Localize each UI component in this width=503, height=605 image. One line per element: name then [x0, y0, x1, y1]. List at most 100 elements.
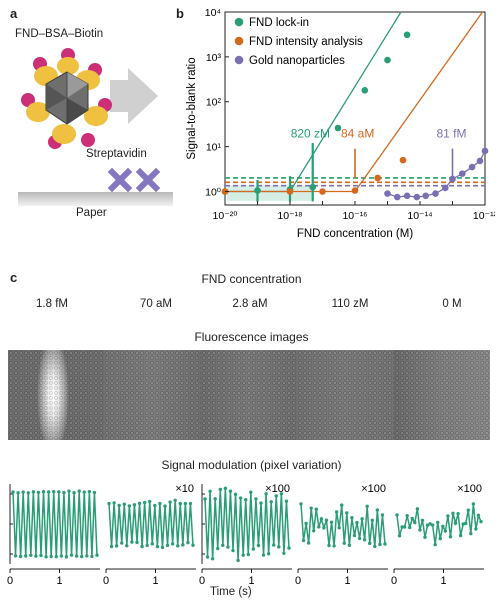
- trace-point: [64, 555, 69, 559]
- trace-point: [317, 525, 321, 529]
- data-point-1-1: [286, 188, 294, 195]
- trace-point: [44, 555, 48, 559]
- panel-c-letter: c: [10, 270, 18, 285]
- data-point-2-5: [432, 190, 439, 197]
- trace-point: [309, 506, 313, 510]
- trace-line-3: [300, 503, 386, 547]
- trace-point: [82, 490, 86, 494]
- trace-point: [433, 542, 437, 547]
- trace-point: [428, 522, 432, 526]
- trace-point: [397, 534, 402, 538]
- trace-point: [266, 552, 271, 556]
- trace-point: [451, 511, 455, 516]
- time-axis-label: Time (s): [210, 586, 252, 598]
- trace-point: [46, 490, 51, 494]
- trace-point: [370, 518, 374, 523]
- panel-b-letter: b: [176, 6, 184, 21]
- trace-point: [158, 501, 162, 506]
- trace-point: [69, 553, 74, 557]
- trace-point: [261, 553, 266, 557]
- image-noise: [297, 350, 394, 440]
- trace-point: [360, 517, 364, 521]
- trace-point: [443, 529, 448, 533]
- panel-a: a FND–BSA–Biotin: [0, 0, 180, 235]
- trace-point: [448, 535, 453, 539]
- trace-point: [120, 541, 124, 545]
- trace-point: [458, 533, 463, 538]
- trace-point: [226, 545, 230, 549]
- trace-point: [380, 513, 385, 517]
- concentration-row: 1.8 fM 70 aM 2.8 aM 110 zM 0 M: [10, 298, 490, 314]
- data-point-2-9: [468, 163, 476, 171]
- data-point-2-2: [403, 192, 411, 200]
- trace-point: [125, 544, 129, 548]
- trace-point: [334, 510, 339, 514]
- trace-point: [140, 544, 144, 549]
- trace-point: [221, 543, 225, 548]
- trace-point: [420, 518, 425, 523]
- trace-point: [350, 516, 354, 520]
- trace-point: [408, 525, 412, 530]
- trace-point: [72, 491, 76, 495]
- trace-point: [92, 490, 97, 495]
- trace-point: [373, 544, 377, 549]
- trace-point: [85, 554, 89, 558]
- data-point-1-3: [351, 187, 359, 194]
- trace-point: [327, 543, 331, 548]
- trace-point: [314, 507, 318, 511]
- trace-point: [441, 524, 445, 529]
- trace-point: [400, 525, 404, 529]
- data-point-2-0: [384, 190, 391, 197]
- trace-point: [210, 556, 215, 561]
- legend-marker-0: [234, 17, 244, 27]
- time-tick-label: 0: [103, 575, 109, 587]
- data-point-2-4: [422, 192, 430, 200]
- trace-point: [418, 528, 422, 532]
- trace-point: [205, 555, 210, 559]
- y-tick-label: 10⁴: [205, 7, 221, 19]
- trace-point: [218, 487, 222, 492]
- trace-point: [163, 504, 167, 508]
- trace-line-4: [396, 503, 482, 545]
- time-tick-label: 0: [199, 575, 205, 587]
- trace-point: [95, 553, 99, 557]
- trace-point: [476, 513, 481, 518]
- trace-point: [165, 543, 170, 548]
- trace-point: [272, 543, 276, 547]
- trace-point: [57, 490, 61, 494]
- legend-label-1: FND intensity analysis: [249, 36, 363, 48]
- trace-point: [415, 507, 420, 511]
- trace-point: [80, 554, 84, 559]
- trace-point: [471, 502, 476, 506]
- concentration-label: 1.8 fM: [36, 298, 68, 310]
- trace-point: [21, 490, 25, 494]
- concentration-label: 70 aM: [140, 298, 172, 310]
- fluorescence-image-3: [200, 350, 298, 440]
- fluorescence-image-4: [297, 350, 394, 440]
- x-tick-label: 10⁻¹⁶: [342, 210, 367, 222]
- trace-point: [155, 544, 160, 549]
- multiplier-label-3: ×100: [361, 483, 386, 495]
- time-tick-label: 1: [152, 575, 158, 587]
- trace-point: [127, 504, 132, 508]
- trace-point: [456, 511, 460, 516]
- trace-point: [160, 545, 165, 550]
- trace-point: [362, 538, 367, 542]
- trace-point: [31, 490, 36, 494]
- trace-point: [112, 501, 116, 505]
- trace-point: [322, 526, 326, 530]
- trace-point: [34, 554, 38, 558]
- trace-point: [109, 544, 114, 549]
- trace-point: [150, 542, 154, 546]
- data-point-0-5: [361, 86, 369, 94]
- trace-point: [249, 490, 253, 494]
- trace-point: [347, 543, 352, 547]
- y-tick-label: 10¹: [206, 142, 222, 154]
- fluorescence-image-1: [8, 350, 105, 440]
- trace-point: [438, 536, 442, 541]
- trace-point: [410, 516, 414, 521]
- trace-point: [340, 503, 344, 507]
- data-point-0-3: [309, 183, 317, 191]
- trace-point: [337, 526, 341, 530]
- legend-label-2: Gold nanoparticles: [249, 55, 345, 67]
